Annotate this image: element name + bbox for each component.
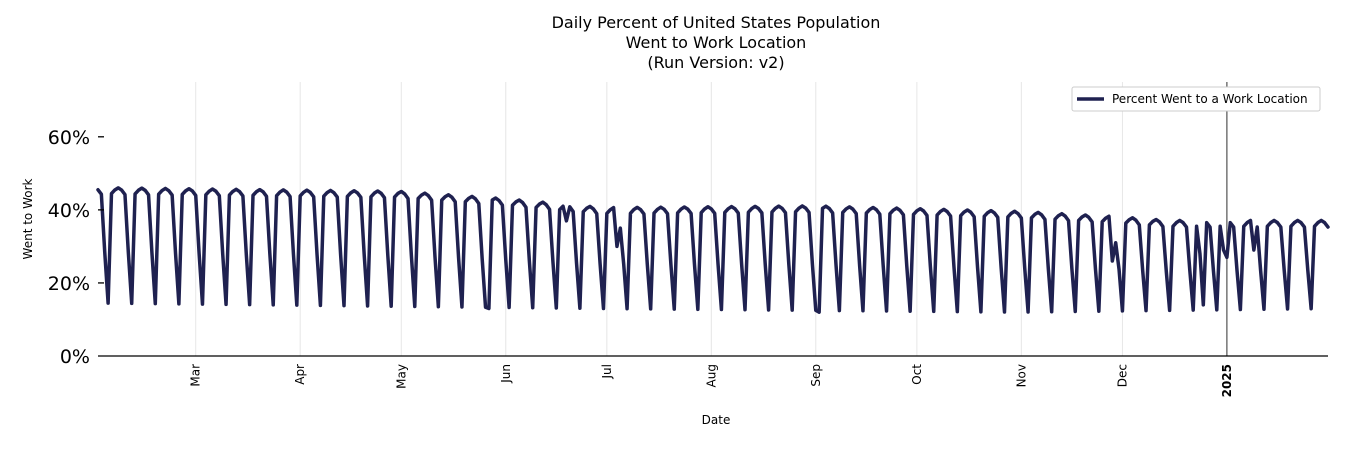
y-axis-ticks: 0% 20% 40% 60% xyxy=(48,127,104,368)
x-tick-label-apr: Apr xyxy=(293,364,307,385)
x-tick-label-nov: Nov xyxy=(1014,364,1028,387)
x-tick-label-jun: Jun xyxy=(499,364,513,384)
legend: Percent Went to a Work Location xyxy=(1071,86,1321,112)
series-layer xyxy=(96,186,1330,314)
chart-title-line-3: (Run Version: v2) xyxy=(647,53,784,72)
x-tick-label-2025: 2025 xyxy=(1220,364,1234,397)
x-tick-label-may: May xyxy=(394,364,408,389)
x-tick-label-jul: Jul xyxy=(600,364,614,379)
chart-title-line-1: Daily Percent of United States Populatio… xyxy=(552,13,881,32)
x-tick-label-dec: Dec xyxy=(1115,364,1129,387)
y-tick-label: 40% xyxy=(48,200,90,222)
x-axis-label: Date xyxy=(702,413,731,427)
x-tick-label-aug: Aug xyxy=(704,364,718,387)
y-tick-label: 20% xyxy=(48,273,90,295)
chart-title: Daily Percent of United States Populatio… xyxy=(552,13,881,72)
x-axis-ticks: Mar Apr May Jun Jul Aug Sep Oct Nov Dec 2025 xyxy=(189,364,1234,398)
chart-title-line-2: Went to Work Location xyxy=(626,33,807,52)
x-tick-label-oct: Oct xyxy=(910,364,924,385)
y-axis-label: Went to Work xyxy=(21,178,35,259)
legend-label: Percent Went to a Work Location xyxy=(1112,92,1308,106)
x-tick-label-sep: Sep xyxy=(809,364,823,387)
series-line-went-to-work xyxy=(96,186,1330,314)
y-tick-label: 0% xyxy=(60,346,90,368)
x-tick-label-mar: Mar xyxy=(189,364,203,387)
y-tick-label: 60% xyxy=(48,127,90,149)
legend-box xyxy=(1071,86,1321,112)
vertical-gridlines xyxy=(195,82,1228,356)
